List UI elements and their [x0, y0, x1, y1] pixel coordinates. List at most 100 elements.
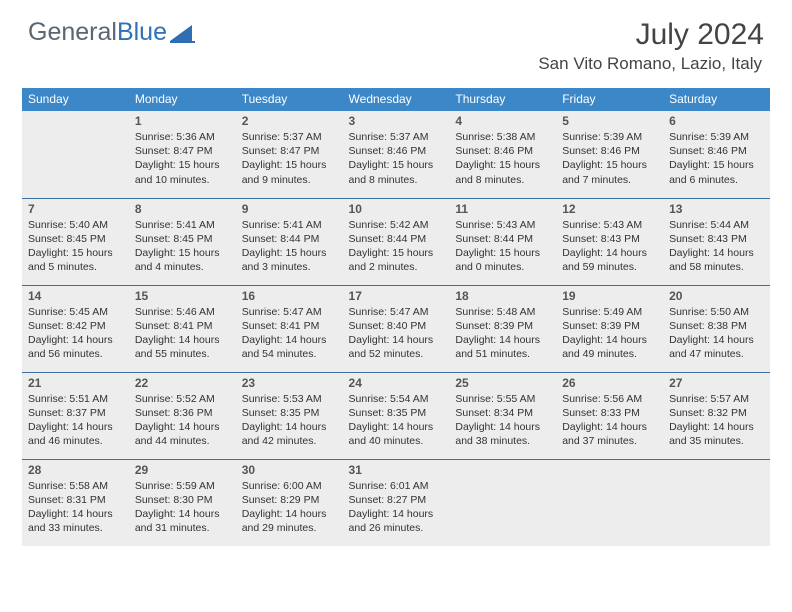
day-info-line: Sunset: 8:34 PM: [455, 406, 552, 420]
day-info: Sunrise: 5:46 AMSunset: 8:41 PMDaylight:…: [135, 305, 232, 362]
day-info-line: Daylight: 14 hours and 31 minutes.: [135, 507, 232, 535]
weekday-header: Thursday: [449, 88, 556, 111]
day-number: 20: [669, 289, 766, 303]
calendar-cell: 30Sunrise: 6:00 AMSunset: 8:29 PMDayligh…: [236, 459, 343, 546]
day-info-line: Sunset: 8:44 PM: [455, 232, 552, 246]
day-info-line: Daylight: 15 hours and 7 minutes.: [562, 158, 659, 186]
weekday-header: Friday: [556, 88, 663, 111]
day-info-line: Daylight: 14 hours and 33 minutes.: [28, 507, 125, 535]
day-info-line: Sunrise: 5:45 AM: [28, 305, 125, 319]
day-info-line: Sunrise: 6:00 AM: [242, 479, 339, 493]
day-info-line: Sunset: 8:44 PM: [242, 232, 339, 246]
day-info-line: Sunset: 8:29 PM: [242, 493, 339, 507]
calendar-cell: 3Sunrise: 5:37 AMSunset: 8:46 PMDaylight…: [343, 111, 450, 198]
day-number: 23: [242, 376, 339, 390]
day-info-line: Sunset: 8:35 PM: [242, 406, 339, 420]
calendar-cell: [22, 111, 129, 198]
day-info-line: Daylight: 15 hours and 9 minutes.: [242, 158, 339, 186]
day-info-line: Daylight: 14 hours and 44 minutes.: [135, 420, 232, 448]
day-info-line: Sunrise: 5:58 AM: [28, 479, 125, 493]
calendar-cell: 31Sunrise: 6:01 AMSunset: 8:27 PMDayligh…: [343, 459, 450, 546]
day-info: Sunrise: 5:37 AMSunset: 8:46 PMDaylight:…: [349, 130, 446, 187]
day-info-line: Sunrise: 6:01 AM: [349, 479, 446, 493]
day-info-line: Sunrise: 5:57 AM: [669, 392, 766, 406]
weekday-header: Saturday: [663, 88, 770, 111]
calendar-cell: 12Sunrise: 5:43 AMSunset: 8:43 PMDayligh…: [556, 198, 663, 285]
day-info-line: Daylight: 14 hours and 37 minutes.: [562, 420, 659, 448]
day-info-line: Sunrise: 5:40 AM: [28, 218, 125, 232]
day-number: 17: [349, 289, 446, 303]
day-number: 19: [562, 289, 659, 303]
page-title: July 2024: [636, 18, 764, 52]
day-info-line: Sunset: 8:47 PM: [242, 144, 339, 158]
day-number: 14: [28, 289, 125, 303]
day-info-line: Sunset: 8:40 PM: [349, 319, 446, 333]
header: GeneralBlue July 2024 San Vito Romano, L…: [0, 0, 792, 80]
calendar-cell: [556, 459, 663, 546]
calendar-cell: 17 Sunrise: 5:47 AMSunset: 8:40 PMDayligh…: [343, 285, 450, 372]
weekday-header: Wednesday: [343, 88, 450, 111]
calendar-cell: [449, 459, 556, 546]
day-info: Sunrise: 5:47 AMSunset: 8:40 PMDaylight:…: [349, 305, 446, 362]
day-info-line: Sunset: 8:33 PM: [562, 406, 659, 420]
day-number: 18: [455, 289, 552, 303]
day-info-line: Sunset: 8:46 PM: [562, 144, 659, 158]
day-info-line: Sunrise: 5:54 AM: [349, 392, 446, 406]
day-info-line: Sunrise: 5:43 AM: [562, 218, 659, 232]
day-number: 22: [135, 376, 232, 390]
day-info: Sunrise: 5:38 AMSunset: 8:46 PMDaylight:…: [455, 130, 552, 187]
day-info: Sunrise: 5:58 AMSunset: 8:31 PMDaylight:…: [28, 479, 125, 536]
day-info-line: Sunset: 8:39 PM: [455, 319, 552, 333]
day-info-line: Sunrise: 5:51 AM: [28, 392, 125, 406]
calendar-cell: 21Sunrise: 5:51 AMSunset: 8:37 PMDayligh…: [22, 372, 129, 459]
day-info: Sunrise: 5:41 AMSunset: 8:45 PMDaylight:…: [135, 218, 232, 275]
day-number: 31: [349, 463, 446, 477]
calendar-cell: 10Sunrise: 5:42 AMSunset: 8:44 PMDayligh…: [343, 198, 450, 285]
calendar-cell: 15Sunrise: 5:46 AMSunset: 8:41 PMDayligh…: [129, 285, 236, 372]
day-info-line: Sunrise: 5:53 AM: [242, 392, 339, 406]
day-info-line: Sunset: 8:35 PM: [349, 406, 446, 420]
day-info-line: Daylight: 15 hours and 4 minutes.: [135, 246, 232, 274]
calendar-row: 21Sunrise: 5:51 AMSunset: 8:37 PMDayligh…: [22, 372, 770, 459]
day-info-line: Sunset: 8:46 PM: [349, 144, 446, 158]
day-info-line: Daylight: 15 hours and 2 minutes.: [349, 246, 446, 274]
day-info-line: Daylight: 15 hours and 8 minutes.: [455, 158, 552, 186]
day-info: Sunrise: 6:00 AMSunset: 8:29 PMDaylight:…: [242, 479, 339, 536]
calendar-cell: 1Sunrise: 5:36 AMSunset: 8:47 PMDaylight…: [129, 111, 236, 198]
day-number: 2: [242, 114, 339, 128]
calendar-cell: [663, 459, 770, 546]
calendar-row: 28Sunrise: 5:58 AMSunset: 8:31 PMDayligh…: [22, 459, 770, 546]
day-info-line: Sunset: 8:39 PM: [562, 319, 659, 333]
calendar-cell: 5Sunrise: 5:39 AMSunset: 8:46 PMDaylight…: [556, 111, 663, 198]
day-number: 25: [455, 376, 552, 390]
day-number: 12: [562, 202, 659, 216]
day-info: Sunrise: 5:56 AMSunset: 8:33 PMDaylight:…: [562, 392, 659, 449]
day-info-line: Daylight: 14 hours and 51 minutes.: [455, 333, 552, 361]
day-info-line: Daylight: 14 hours and 54 minutes.: [242, 333, 339, 361]
day-info-line: Daylight: 14 hours and 38 minutes.: [455, 420, 552, 448]
day-number: 11: [455, 202, 552, 216]
weekday-header: Sunday: [22, 88, 129, 111]
day-info-line: Sunrise: 5:39 AM: [669, 130, 766, 144]
day-info: Sunrise: 5:52 AMSunset: 8:36 PMDaylight:…: [135, 392, 232, 449]
calendar-cell: 16Sunrise: 5:47 AMSunset: 8:41 PMDayligh…: [236, 285, 343, 372]
day-info-line: Sunrise: 5:43 AM: [455, 218, 552, 232]
day-info-line: Sunrise: 5:41 AM: [135, 218, 232, 232]
day-info-line: Daylight: 14 hours and 35 minutes.: [669, 420, 766, 448]
day-info-line: Sunset: 8:36 PM: [135, 406, 232, 420]
day-info-line: Daylight: 14 hours and 52 minutes.: [349, 333, 446, 361]
day-info: Sunrise: 5:53 AMSunset: 8:35 PMDaylight:…: [242, 392, 339, 449]
brand-part1: General: [28, 18, 117, 47]
day-info: Sunrise: 5:39 AMSunset: 8:46 PMDaylight:…: [669, 130, 766, 187]
day-info-line: Sunset: 8:42 PM: [28, 319, 125, 333]
day-info-line: Sunset: 8:46 PM: [455, 144, 552, 158]
calendar-cell: 8Sunrise: 5:41 AMSunset: 8:45 PMDaylight…: [129, 198, 236, 285]
calendar-cell: 28Sunrise: 5:58 AMSunset: 8:31 PMDayligh…: [22, 459, 129, 546]
day-number: 24: [349, 376, 446, 390]
day-number: 5: [562, 114, 659, 128]
day-number: 4: [455, 114, 552, 128]
day-info-line: Sunrise: 5:37 AM: [242, 130, 339, 144]
day-number: 29: [135, 463, 232, 477]
day-info-line: Sunrise: 5:37 AM: [349, 130, 446, 144]
calendar-cell: 14Sunrise: 5:45 AMSunset: 8:42 PMDayligh…: [22, 285, 129, 372]
